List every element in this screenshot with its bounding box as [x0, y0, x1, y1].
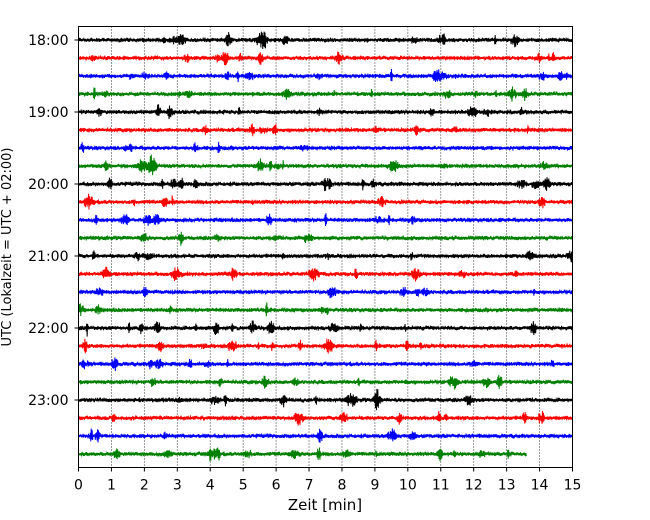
x-tick-label: 6 — [272, 478, 281, 494]
seismic-trace — [78, 357, 573, 372]
y-axis-title: UTC (Lokalzeit = UTC + 02:00) — [0, 148, 15, 347]
seismic-trace — [78, 154, 573, 176]
x-tick-label: 9 — [370, 478, 379, 494]
x-tick-label: 1 — [107, 478, 116, 494]
x-tick-label: 7 — [305, 478, 314, 494]
seismic-trace — [78, 302, 573, 317]
seismic-trace — [78, 286, 573, 299]
y-tick-label: 20:00 — [28, 177, 68, 193]
y-tick-label: 23:00 — [28, 393, 68, 409]
seismic-trace — [78, 447, 527, 462]
seismic-trace — [78, 374, 573, 390]
seismic-trace — [78, 428, 573, 443]
x-tick-label: 4 — [206, 478, 215, 494]
x-axis-title: Zeit [min] — [288, 496, 362, 514]
y-tick-label: 22:00 — [28, 321, 68, 337]
x-axis: 0 1 2 3 4 5 6 7 8 9 10 11 12 13 14 15 — [74, 467, 582, 494]
x-tick-label: 12 — [465, 478, 483, 494]
seismic-trace — [78, 69, 573, 83]
seismic-trace — [78, 410, 573, 426]
seismic-trace — [78, 31, 573, 49]
seismic-trace — [78, 123, 573, 137]
seismic-trace — [78, 338, 573, 354]
seismic-trace — [78, 193, 573, 210]
x-tick-label: 10 — [399, 478, 417, 494]
seismic-trace — [78, 177, 573, 192]
x-tick-label: 5 — [239, 478, 248, 494]
plot-frame — [78, 26, 573, 468]
seismic-trace — [78, 250, 573, 263]
seismic-trace — [78, 213, 573, 226]
seismic-trace — [78, 104, 573, 120]
seismic-trace — [78, 266, 573, 282]
seismic-trace — [78, 51, 573, 66]
x-tick-label: 0 — [74, 478, 83, 494]
seismic-trace — [78, 388, 573, 411]
seismic-trace — [78, 141, 573, 153]
x-tick-label: 8 — [338, 478, 347, 494]
x-tick-label: 15 — [564, 478, 582, 494]
y-tick-label: 21:00 — [28, 249, 68, 265]
x-tick-label: 14 — [531, 478, 549, 494]
x-tick-label: 3 — [173, 478, 182, 494]
y-tick-label: 19:00 — [28, 105, 68, 121]
seismic-trace — [78, 231, 573, 246]
seismic-trace — [78, 86, 573, 102]
x-tick-label: 13 — [498, 478, 516, 494]
x-tick-label: 11 — [432, 478, 450, 494]
y-tick-label: 18:00 — [28, 33, 68, 49]
y-axis: 18:00 19:00 20:00 21:00 22:00 23:00 — [28, 33, 79, 409]
x-tick-label: 2 — [140, 478, 149, 494]
seismic-trace — [78, 320, 573, 337]
seismic-traces — [78, 31, 573, 462]
